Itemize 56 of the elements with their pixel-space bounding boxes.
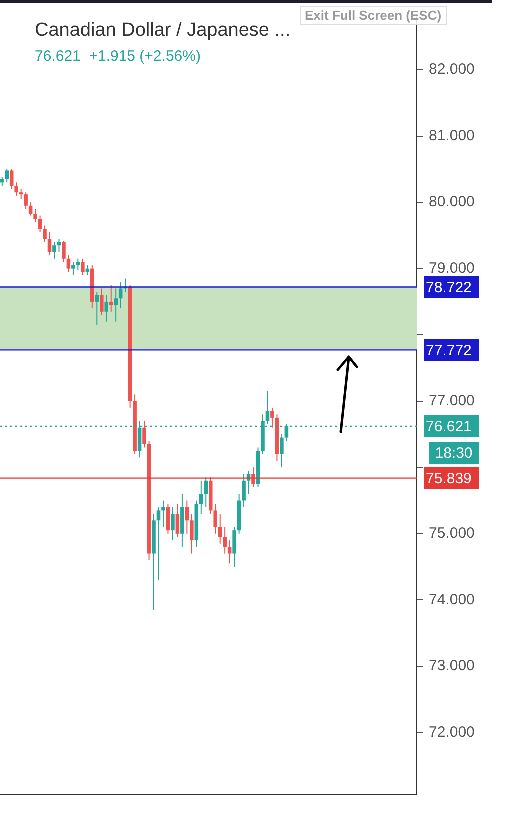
candlestick — [242, 474, 246, 508]
candlestick — [76, 258, 80, 271]
candlestick — [38, 215, 42, 233]
candlestick — [72, 262, 76, 276]
candlestick — [214, 504, 218, 534]
y-tick-label: 80.000 — [429, 194, 475, 211]
candlestick — [228, 540, 232, 564]
annotation: Exit Full Screen (ESC) — [300, 6, 447, 25]
candlestick — [199, 480, 204, 515]
candlestick — [109, 284, 114, 312]
candlestick — [114, 288, 118, 322]
candlestick — [52, 242, 56, 260]
candlestick — [204, 477, 208, 508]
y-tick-label: 73.000 — [429, 658, 475, 675]
candlestick — [176, 504, 180, 538]
y-tick-label: 75.000 — [429, 525, 475, 542]
candlestick — [280, 434, 284, 468]
candlestick — [66, 255, 71, 273]
y-tick-label: 74.000 — [429, 591, 475, 608]
candlestick — [43, 225, 47, 243]
y-tick-label: 79.000 — [429, 260, 475, 277]
candlestick — [270, 407, 274, 428]
candlestick — [232, 526, 236, 568]
candlestick — [95, 292, 100, 326]
candlestick — [81, 258, 85, 276]
candlestick — [10, 168, 14, 190]
candlestick — [19, 188, 24, 200]
y-tick-label: 81.000 — [429, 127, 475, 144]
candlestick — [118, 282, 123, 310]
y-tick-label: 82.000 — [429, 61, 475, 78]
candlestick — [24, 192, 28, 210]
ref-line-label: 77.772 — [426, 342, 472, 360]
candlestick — [162, 500, 166, 528]
ref-line-label: 75.839 — [426, 470, 472, 488]
candlestick — [28, 202, 33, 216]
candlestick — [223, 526, 227, 554]
y-tick-label: 77.000 — [429, 392, 475, 410]
ref-line-label: 78.722 — [426, 279, 472, 296]
candlestick — [62, 240, 66, 263]
candlestick — [100, 288, 104, 316]
text: 18:30 — [435, 445, 473, 462]
candlestick — [48, 232, 52, 256]
candlestick — [166, 504, 170, 534]
candlestick — [104, 294, 109, 322]
ref-line-label: 76.621 — [426, 418, 472, 436]
chart-title: Canadian Dollar / Japanese ... — [35, 20, 291, 42]
candlestick — [171, 506, 175, 542]
candlestick — [156, 506, 161, 581]
candlestick — [34, 208, 38, 223]
text: 76.621 +1.915 (+2.56%) — [35, 48, 201, 65]
candlestick — [14, 182, 18, 196]
candlestick — [142, 420, 146, 448]
candlestick — [5, 168, 10, 184]
candlestick — [185, 500, 190, 534]
candlestick — [190, 514, 194, 554]
y-tick-label: 72.000 — [429, 724, 475, 741]
